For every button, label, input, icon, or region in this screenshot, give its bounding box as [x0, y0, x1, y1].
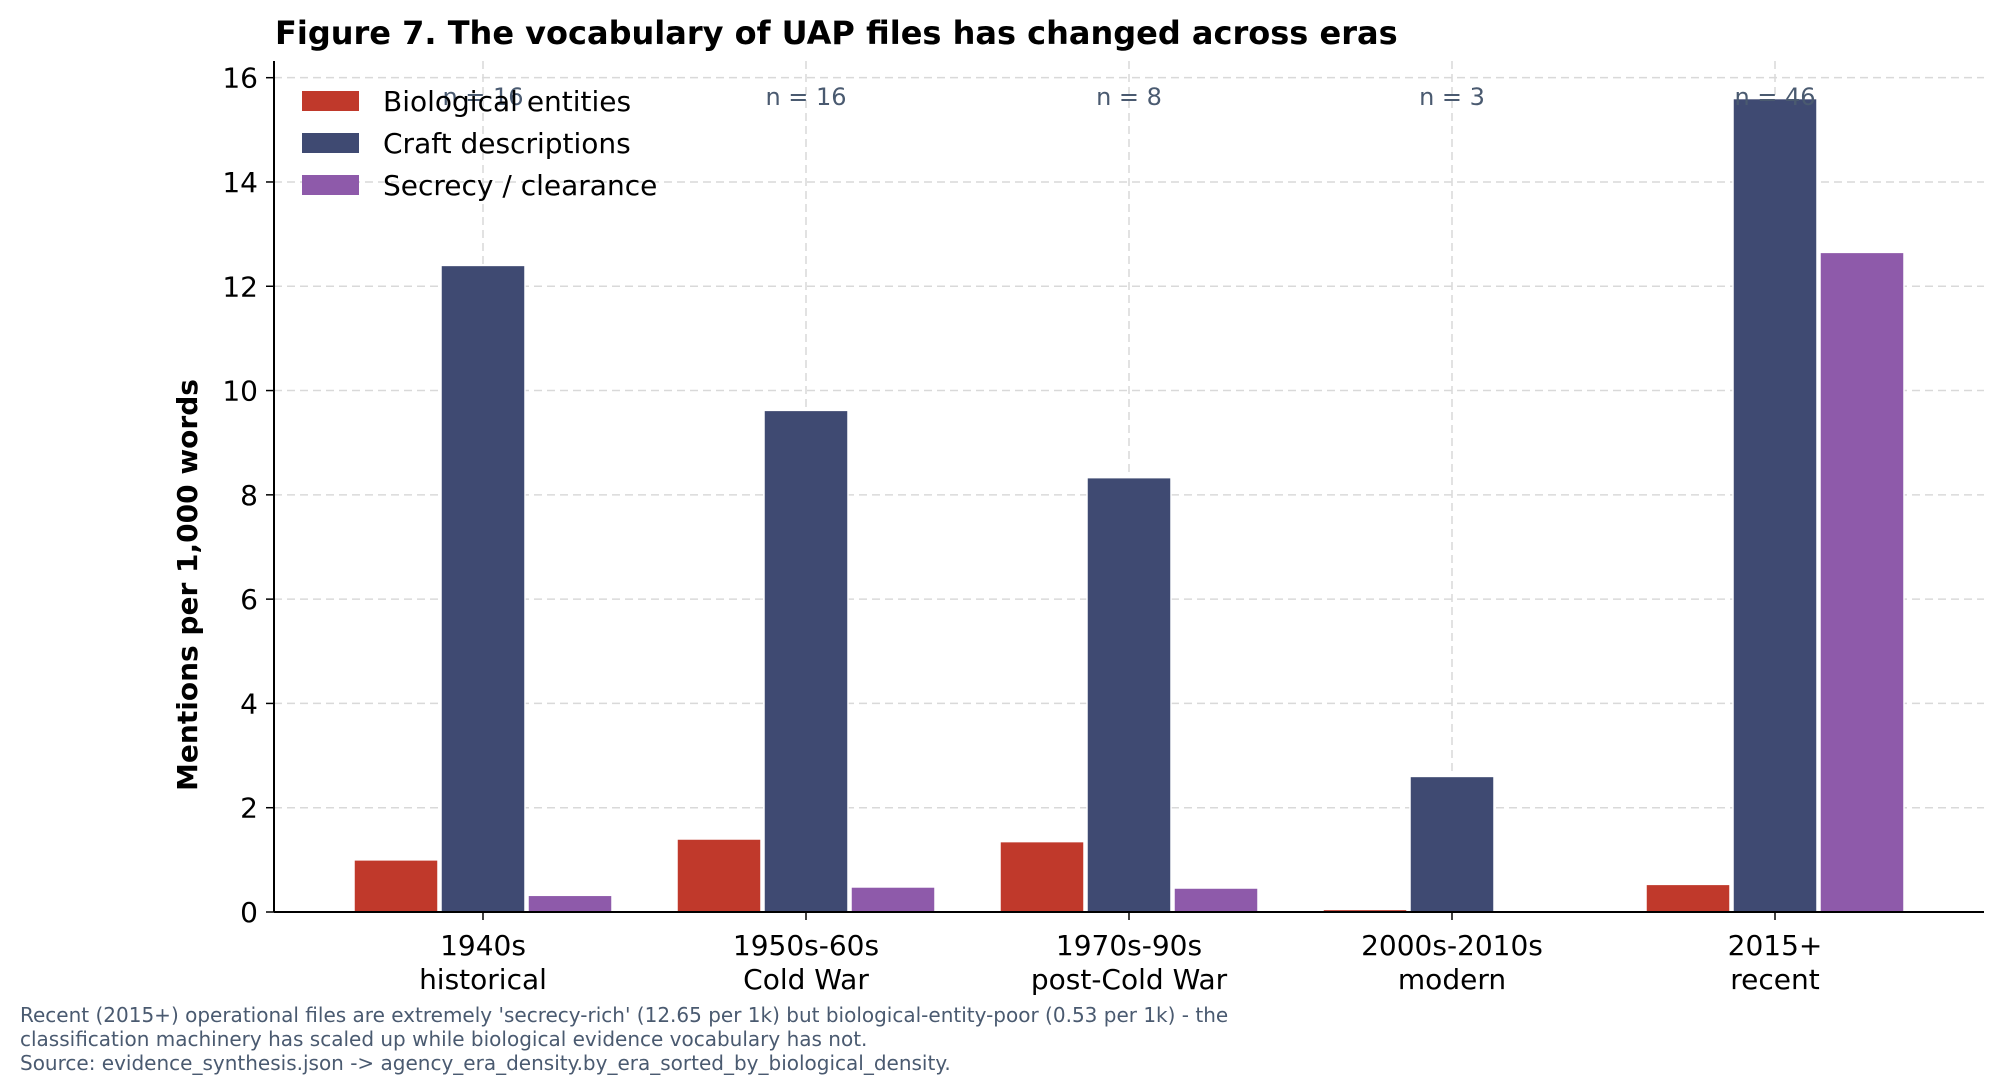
bar-secrecy-clearance-2: [1173, 887, 1259, 913]
x-tick-label: 2000s-2010s: [1361, 929, 1543, 962]
bar-biological-entities-2: [999, 840, 1085, 913]
bar-craft-descriptions-1: [763, 409, 849, 913]
legend-label: Biological entities: [383, 85, 631, 118]
caption: Recent (2015+) operational files are ext…: [20, 1003, 1520, 1075]
bar-biological-entities-1: [676, 838, 762, 913]
bar-secrecy-clearance-1: [850, 886, 936, 913]
x-tick-label: 1950s-60s: [733, 929, 879, 962]
sample-size-label: n = 3: [1419, 83, 1485, 111]
x-tick-label: recent: [1730, 963, 1819, 996]
y-tick-label: 8: [240, 479, 258, 512]
caption-line-3: Source: evidence_synthesis.json -> agenc…: [20, 1051, 951, 1075]
sample-size-label: n = 16: [765, 83, 846, 111]
y-tick-label: 16: [222, 62, 258, 95]
x-tick-label: Cold War: [743, 963, 869, 996]
bars: [353, 97, 1905, 913]
x-tick-label: modern: [1398, 963, 1506, 996]
caption-line-2: classification machinery has scaled up w…: [20, 1027, 868, 1051]
bar-craft-descriptions-0: [440, 264, 526, 913]
legend: Biological entities Craft descriptions Sec…: [302, 85, 657, 202]
bar-craft-descriptions-3: [1409, 775, 1495, 913]
x-tick-label: 1940s: [440, 929, 526, 962]
sample-size-label: n = 8: [1096, 83, 1162, 111]
chart-title: Figure 7. The vocabulary of UAP files ha…: [275, 14, 1398, 52]
y-axis-label: Mentions per 1,000 words: [171, 379, 204, 791]
axes: [266, 61, 1984, 920]
sample-size-label: n = 46: [1734, 83, 1815, 111]
y-tick-label: 10: [222, 375, 258, 408]
bar-craft-descriptions-2: [1086, 476, 1172, 913]
legend-swatch: [302, 133, 359, 153]
x-tick-label: post-Cold War: [1031, 963, 1228, 996]
y-tick-label: 14: [222, 166, 258, 199]
y-tick-label: 6: [240, 583, 258, 616]
sample-size-label: n = 16: [442, 83, 523, 111]
x-tick-label: 1970s-90s: [1056, 929, 1202, 962]
x-tick-label: historical: [419, 963, 547, 996]
bar-secrecy-clearance-0: [527, 894, 613, 913]
legend-swatch: [302, 175, 359, 195]
y-tick-label: 4: [240, 687, 258, 720]
caption-line-1: Recent (2015+) operational files are ext…: [20, 1003, 1229, 1027]
y-tick-label: 0: [240, 896, 258, 929]
y-tick-label: 2: [240, 792, 258, 825]
legend-label: Secrecy / clearance: [383, 169, 657, 202]
bar-biological-entities-0: [353, 859, 439, 913]
legend-label: Craft descriptions: [383, 127, 631, 160]
x-tick-label: 2015+: [1728, 929, 1823, 962]
y-tick-label: 12: [222, 270, 258, 303]
bar-secrecy-clearance-4: [1819, 251, 1905, 913]
bar-biological-entities-4: [1645, 883, 1731, 913]
bar-craft-descriptions-4: [1732, 97, 1818, 913]
legend-swatch: [302, 91, 359, 111]
